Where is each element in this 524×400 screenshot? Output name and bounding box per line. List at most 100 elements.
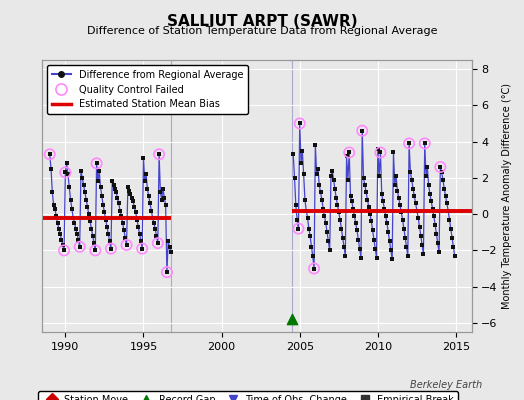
Point — [145, 193, 153, 199]
Point — [160, 195, 169, 201]
Point — [302, 207, 310, 214]
Point — [319, 206, 328, 212]
Point — [419, 251, 428, 257]
Point — [320, 213, 329, 219]
Point — [297, 160, 305, 166]
Point — [121, 234, 129, 241]
Point — [311, 142, 320, 148]
Point — [84, 211, 93, 217]
Point — [108, 178, 116, 185]
Point — [401, 234, 409, 241]
Point — [148, 214, 157, 221]
Point — [370, 236, 378, 243]
Point — [296, 120, 304, 127]
Point — [298, 148, 307, 154]
Point — [310, 265, 318, 272]
Point — [418, 242, 427, 248]
Point — [374, 146, 382, 152]
Point — [47, 166, 55, 172]
Point — [142, 171, 150, 178]
Point — [375, 173, 384, 179]
Point — [309, 253, 317, 259]
Point — [56, 231, 64, 237]
Point — [378, 191, 386, 197]
Point — [400, 226, 408, 232]
Point — [123, 242, 131, 248]
Point — [376, 149, 385, 156]
Point — [115, 200, 123, 206]
Point — [436, 164, 444, 170]
Point — [358, 128, 366, 134]
Point — [406, 169, 414, 176]
Point — [75, 244, 84, 250]
Point — [428, 206, 436, 212]
Point — [159, 186, 167, 192]
Point — [132, 209, 140, 216]
Point — [443, 200, 451, 206]
Point — [60, 247, 68, 254]
Point — [60, 247, 68, 254]
Point — [89, 233, 97, 239]
Point — [82, 196, 90, 203]
Point — [414, 214, 422, 221]
Point — [154, 240, 162, 246]
Point — [92, 160, 101, 166]
Point — [350, 213, 358, 219]
Point — [124, 184, 132, 190]
Point — [405, 140, 413, 147]
Point — [314, 166, 322, 172]
Point — [365, 204, 373, 210]
Point — [100, 209, 108, 216]
Point — [390, 182, 399, 188]
Point — [331, 186, 339, 192]
Point — [433, 240, 442, 246]
Point — [316, 189, 325, 196]
Point — [64, 171, 72, 178]
Point — [347, 198, 356, 205]
Point — [81, 189, 89, 196]
Point — [61, 169, 70, 176]
Point — [289, 151, 298, 158]
Point — [340, 244, 348, 250]
Point — [102, 216, 110, 223]
Point — [164, 238, 172, 244]
Point — [117, 213, 126, 219]
Point — [146, 200, 154, 206]
Point — [293, 216, 301, 223]
Point — [367, 218, 376, 224]
Point — [446, 226, 455, 232]
Point — [147, 207, 156, 214]
Point — [403, 253, 412, 259]
Legend: Station Move, Record Gap, Time of Obs. Change, Empirical Break: Station Move, Record Gap, Time of Obs. C… — [38, 391, 458, 400]
Point — [86, 218, 94, 224]
Point — [408, 176, 416, 183]
Point — [358, 128, 366, 134]
Point — [387, 247, 395, 254]
Point — [389, 149, 398, 156]
Point — [393, 187, 401, 194]
Point — [90, 240, 98, 246]
Point — [138, 245, 146, 252]
Point — [137, 238, 145, 244]
Point — [380, 206, 389, 212]
Point — [151, 226, 159, 232]
Point — [333, 202, 342, 208]
Point — [107, 245, 115, 252]
Point — [376, 149, 385, 156]
Point — [392, 173, 400, 179]
Point — [448, 234, 456, 241]
Point — [105, 238, 114, 244]
Point — [294, 226, 303, 232]
Point — [95, 168, 103, 174]
Point — [366, 211, 374, 217]
Point — [325, 247, 334, 254]
Point — [91, 247, 100, 254]
Point — [421, 140, 429, 147]
Point — [413, 207, 421, 214]
Point — [359, 175, 368, 181]
Point — [332, 195, 341, 201]
Point — [94, 178, 102, 185]
Point — [436, 164, 444, 170]
Point — [104, 231, 113, 237]
Point — [416, 224, 424, 230]
